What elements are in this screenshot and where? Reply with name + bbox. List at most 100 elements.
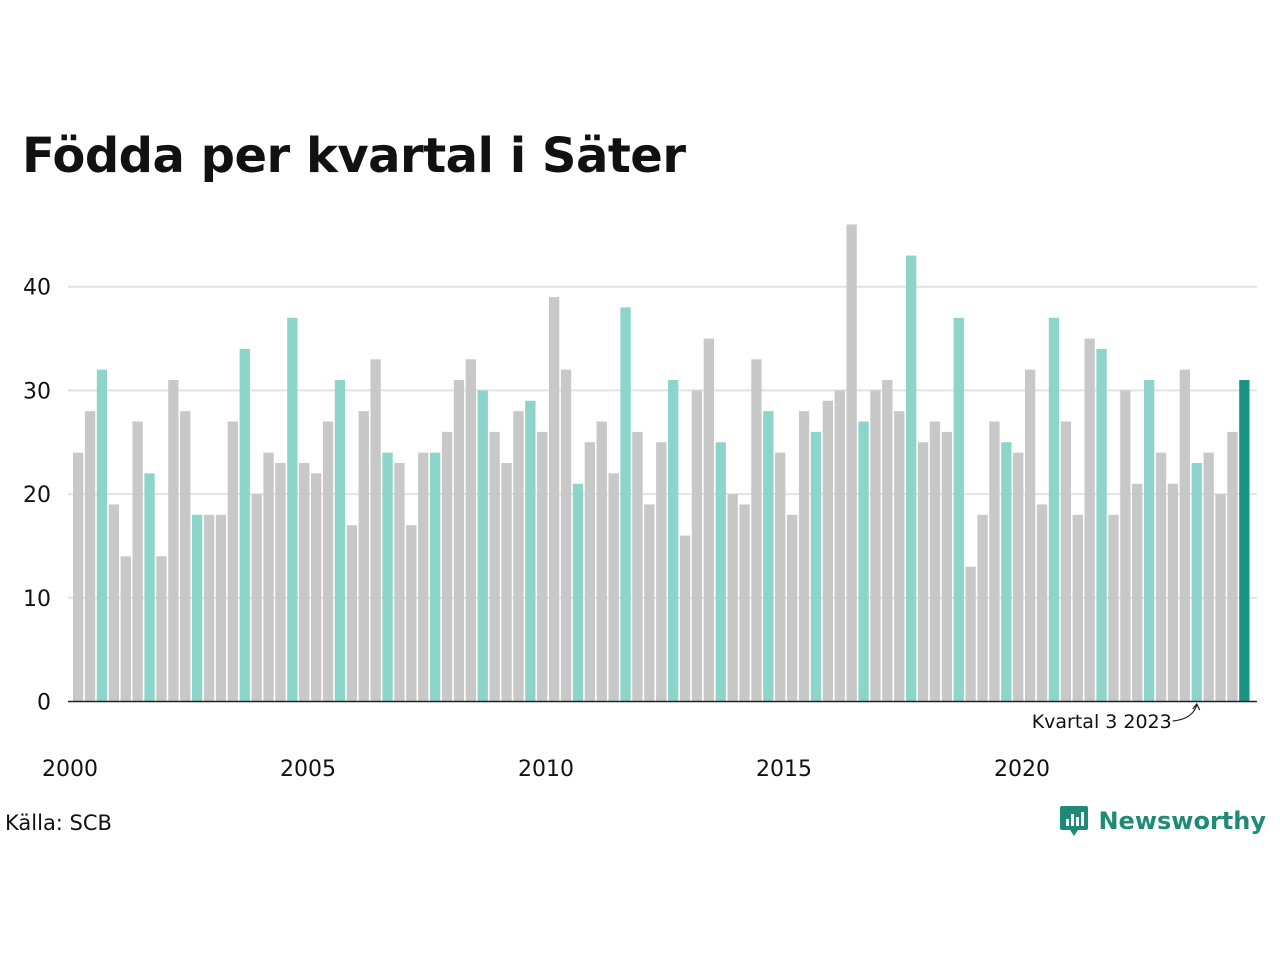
bar	[584, 442, 595, 702]
bar	[798, 411, 810, 702]
bar	[977, 514, 988, 702]
bar	[810, 431, 822, 702]
bar	[299, 462, 310, 702]
bar	[334, 380, 346, 702]
bar	[1227, 431, 1238, 702]
bar	[311, 473, 322, 702]
source-label: Källa: SCB	[5, 811, 112, 835]
x-tick-label: 2010	[518, 757, 574, 782]
bar	[192, 514, 203, 702]
bar	[168, 380, 179, 702]
chart-title: Födda per kvartal i Säter	[22, 128, 686, 184]
bar	[1084, 338, 1095, 702]
bar	[1203, 452, 1214, 702]
brand-logo: Newsworthy	[1059, 804, 1266, 838]
bar	[441, 431, 453, 702]
bar	[239, 348, 250, 702]
bar	[870, 390, 881, 702]
bar	[727, 494, 738, 702]
bar	[608, 473, 619, 702]
bar	[418, 452, 429, 702]
bar	[537, 431, 548, 702]
bars	[73, 224, 1250, 702]
bar	[632, 431, 643, 702]
bar	[465, 359, 476, 702]
bar	[834, 390, 845, 702]
bar	[73, 452, 84, 702]
bar	[203, 514, 215, 702]
bar	[1060, 421, 1071, 702]
bar	[1013, 452, 1024, 702]
bar	[120, 556, 131, 702]
bar	[132, 421, 143, 702]
annotation-arrow	[1172, 702, 1201, 722]
bar	[560, 369, 572, 702]
bar	[679, 535, 691, 702]
x-axis-ticks: 2000 2005 2010 2015 2020	[42, 757, 1050, 782]
bar	[1144, 380, 1155, 702]
brand-name: Newsworthy	[1098, 807, 1266, 835]
bar	[1036, 504, 1048, 702]
newsworthy-logo-icon	[1060, 806, 1089, 836]
bar	[953, 317, 964, 702]
bar	[691, 390, 703, 702]
bar	[1048, 317, 1060, 702]
bar	[263, 452, 274, 702]
bar	[287, 317, 298, 702]
annotation: Kvartal 3 2023	[1032, 702, 1201, 733]
bar	[1167, 483, 1179, 702]
bar	[1155, 452, 1167, 702]
bar	[453, 380, 465, 702]
bar	[322, 421, 334, 702]
bar	[1025, 369, 1036, 702]
x-tick-label: 2000	[42, 757, 98, 782]
bar	[1215, 494, 1226, 702]
y-tick-label: 10	[23, 587, 51, 612]
bar	[180, 411, 191, 702]
bar	[1072, 514, 1083, 702]
bar	[275, 462, 286, 702]
bar	[787, 514, 798, 702]
bar	[215, 514, 227, 702]
bar	[894, 411, 905, 702]
bar	[739, 504, 750, 702]
bar	[382, 452, 393, 702]
bar	[989, 421, 1000, 702]
bar	[596, 421, 607, 702]
bar	[1096, 348, 1107, 702]
bar	[1179, 369, 1190, 702]
bar	[501, 462, 512, 702]
y-tick-label: 20	[23, 483, 51, 508]
bar	[715, 442, 726, 702]
bar	[858, 421, 869, 702]
bar	[227, 421, 238, 702]
bar	[144, 473, 155, 702]
annotation-label: Kvartal 3 2023	[1032, 711, 1172, 733]
bar	[906, 255, 917, 702]
y-tick-label: 40	[23, 276, 51, 301]
bar	[1132, 483, 1143, 702]
bar	[477, 390, 488, 702]
bar	[965, 566, 976, 702]
bar	[917, 442, 929, 702]
bar	[489, 431, 500, 702]
bar	[1191, 462, 1202, 702]
bar	[644, 504, 655, 702]
x-tick-label: 2015	[756, 757, 812, 782]
bar	[394, 462, 405, 702]
y-tick-label: 30	[23, 379, 51, 404]
x-tick-label: 2020	[994, 757, 1050, 782]
bar	[822, 400, 833, 702]
bar	[549, 297, 560, 702]
bar	[620, 307, 631, 702]
x-tick-label: 2005	[280, 757, 336, 782]
bar	[370, 359, 381, 702]
bar	[513, 411, 524, 702]
bar	[763, 411, 774, 702]
bar	[251, 494, 262, 702]
y-axis-ticks: 0 10 20 30 40	[23, 276, 51, 716]
bar	[525, 400, 536, 702]
bar	[668, 380, 679, 702]
bar	[96, 369, 108, 702]
